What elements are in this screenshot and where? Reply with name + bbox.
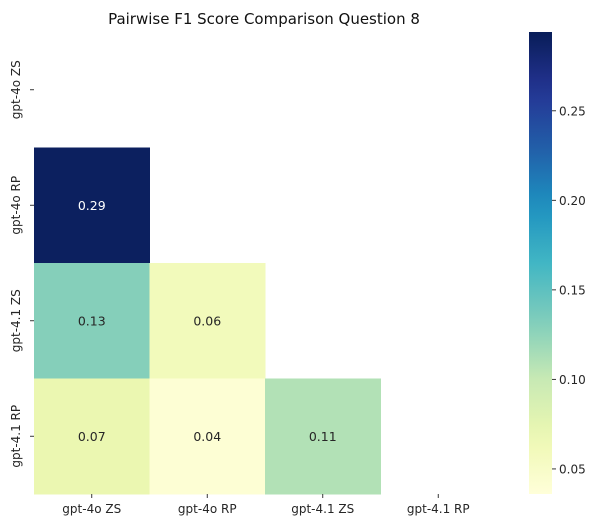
colorbar-gradient <box>529 32 552 494</box>
cell-value-label: 0.07 <box>78 429 106 444</box>
cell-value-label: 0.04 <box>193 429 221 444</box>
y-tick-label: gpt-4o RP <box>9 176 23 235</box>
colorbar: 0.05 0.10 0.15 0.20 0.25 <box>529 32 586 494</box>
y-axis: gpt-4o ZS gpt-4o RP gpt-4.1 ZS gpt-4.1 RP <box>9 60 34 468</box>
cell-value-label: 0.13 <box>78 313 106 328</box>
y-tick-label: gpt-4.1 RP <box>9 405 23 468</box>
heatmap-cell <box>265 378 381 495</box>
y-tick-label: gpt-4.1 ZS <box>9 289 23 352</box>
chart-title: Pairwise F1 Score Comparison Question 8 <box>108 10 420 28</box>
heatmap-cell <box>34 263 150 379</box>
x-axis: gpt-4o ZS gpt-4o RP gpt-4.1 ZS gpt-4.1 RP <box>62 494 470 516</box>
heatmap-cells: 0.29 0.13 0.06 0.07 0.04 0.11 <box>34 147 381 495</box>
heatmap-cell <box>149 378 266 495</box>
cell-value-label: 0.11 <box>309 429 337 444</box>
cell-value-label: 0.29 <box>78 198 106 213</box>
colorbar-tick-label: 0.10 <box>559 373 586 387</box>
colorbar-tick-label: 0.25 <box>559 104 586 118</box>
y-tick-label: gpt-4o ZS <box>9 60 23 119</box>
heatmap-cell <box>149 263 266 379</box>
x-tick-label: gpt-4o ZS <box>62 502 121 516</box>
cell-value-label: 0.06 <box>193 313 221 328</box>
colorbar-tick-label: 0.05 <box>559 462 586 476</box>
colorbar-tick-label: 0.15 <box>559 283 586 297</box>
heatmap-cell <box>34 378 150 495</box>
heatmap-cell <box>34 147 150 264</box>
colorbar-tick-label: 0.20 <box>559 194 586 208</box>
x-tick-label: gpt-4o RP <box>178 502 237 516</box>
x-tick-label: gpt-4.1 RP <box>407 502 470 516</box>
x-tick-label: gpt-4.1 ZS <box>291 502 354 516</box>
